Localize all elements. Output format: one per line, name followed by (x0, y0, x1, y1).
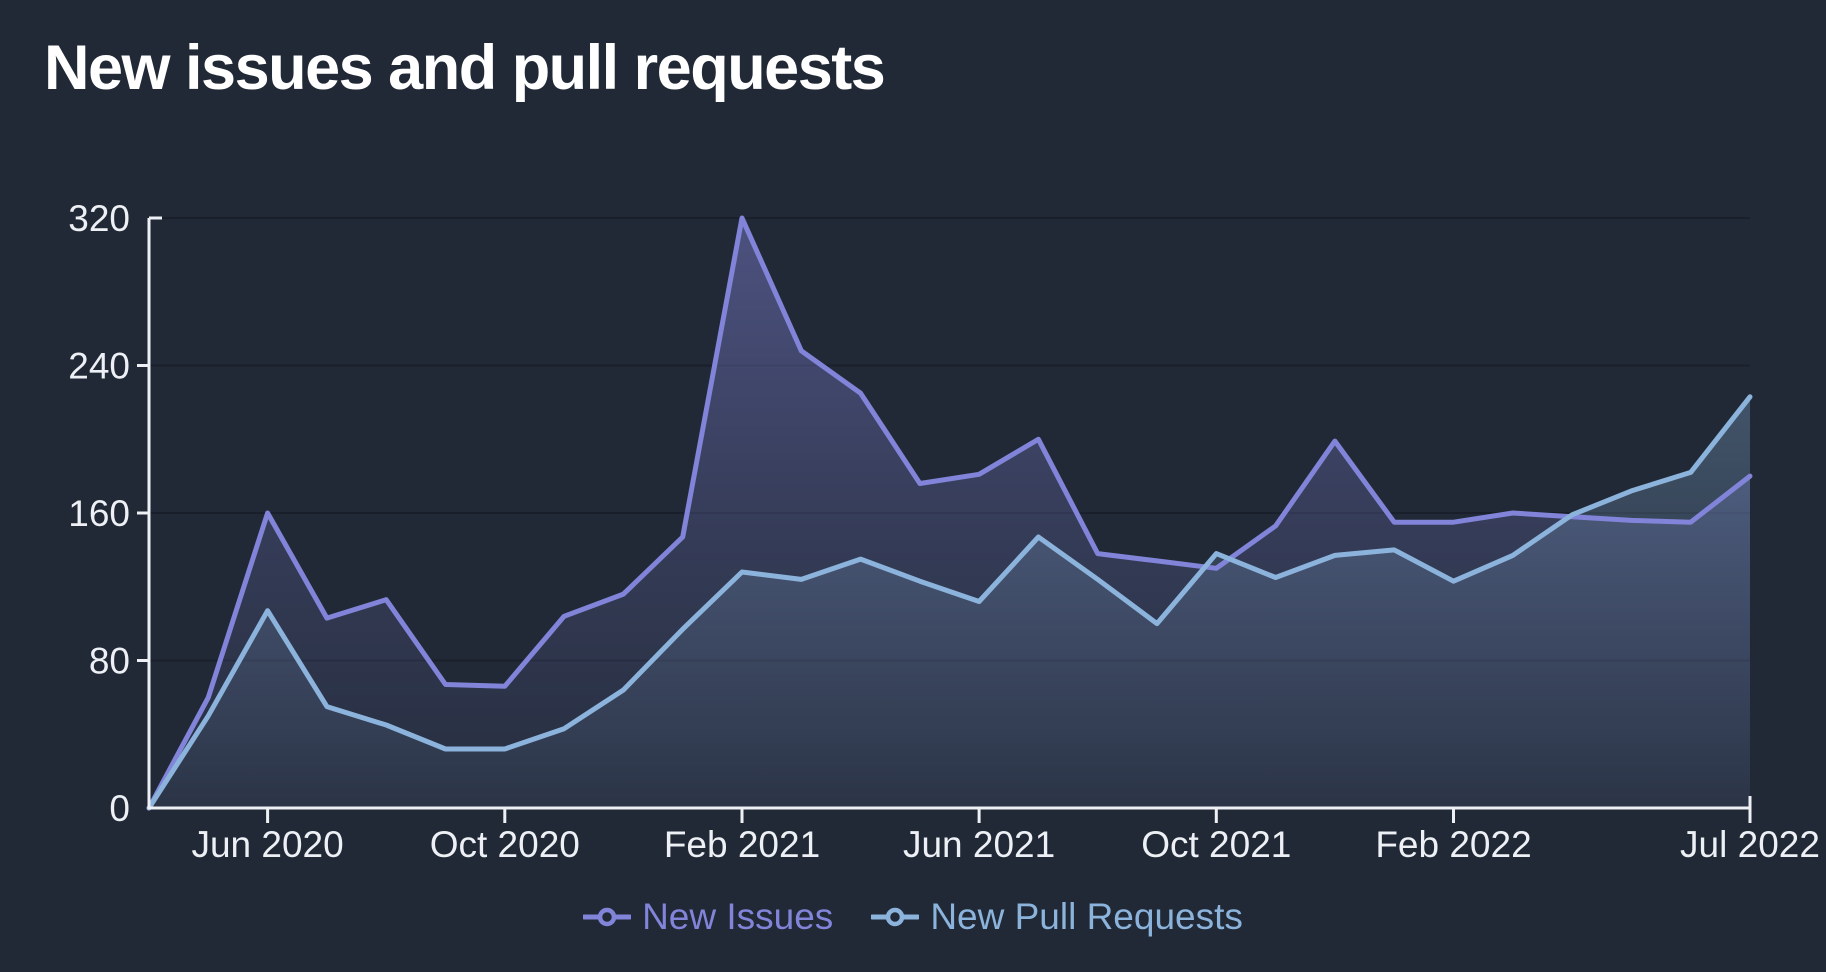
y-tick-label: 80 (89, 641, 130, 682)
legend-item-new-issues[interactable]: New Issues (583, 896, 833, 938)
x-tick-label: Oct 2021 (1141, 824, 1291, 865)
y-tick-label: 160 (68, 493, 130, 534)
x-tick-label: Feb 2022 (1375, 824, 1531, 865)
x-tick-label: Oct 2020 (430, 824, 580, 865)
y-tick-label: 320 (68, 198, 130, 239)
chart-legend: New Issues New Pull Requests (0, 896, 1826, 938)
x-tick-label: Feb 2021 (664, 824, 820, 865)
legend-label-new-issues: New Issues (642, 896, 834, 937)
x-tick-label: Jun 2021 (903, 824, 1055, 865)
line-series-marker-icon (871, 907, 920, 927)
y-tick-label: 240 (68, 346, 130, 387)
new-issues-line[interactable] (146, 215, 1753, 811)
legend-label-new-pull-requests: New Pull Requests (930, 896, 1243, 937)
y-tick-label: 0 (109, 788, 130, 829)
x-tick-label: Jun 2020 (191, 824, 343, 865)
x-tick-label: Jul 2022 (1680, 824, 1820, 865)
new-pull-requests-area (149, 396, 1750, 808)
legend-item-new-pull-requests[interactable]: New Pull Requests (871, 896, 1243, 938)
chart-title: New issues and pull requests (44, 33, 886, 103)
new-pull-requests-line[interactable] (146, 394, 1753, 811)
line-series-marker-icon (583, 907, 632, 927)
